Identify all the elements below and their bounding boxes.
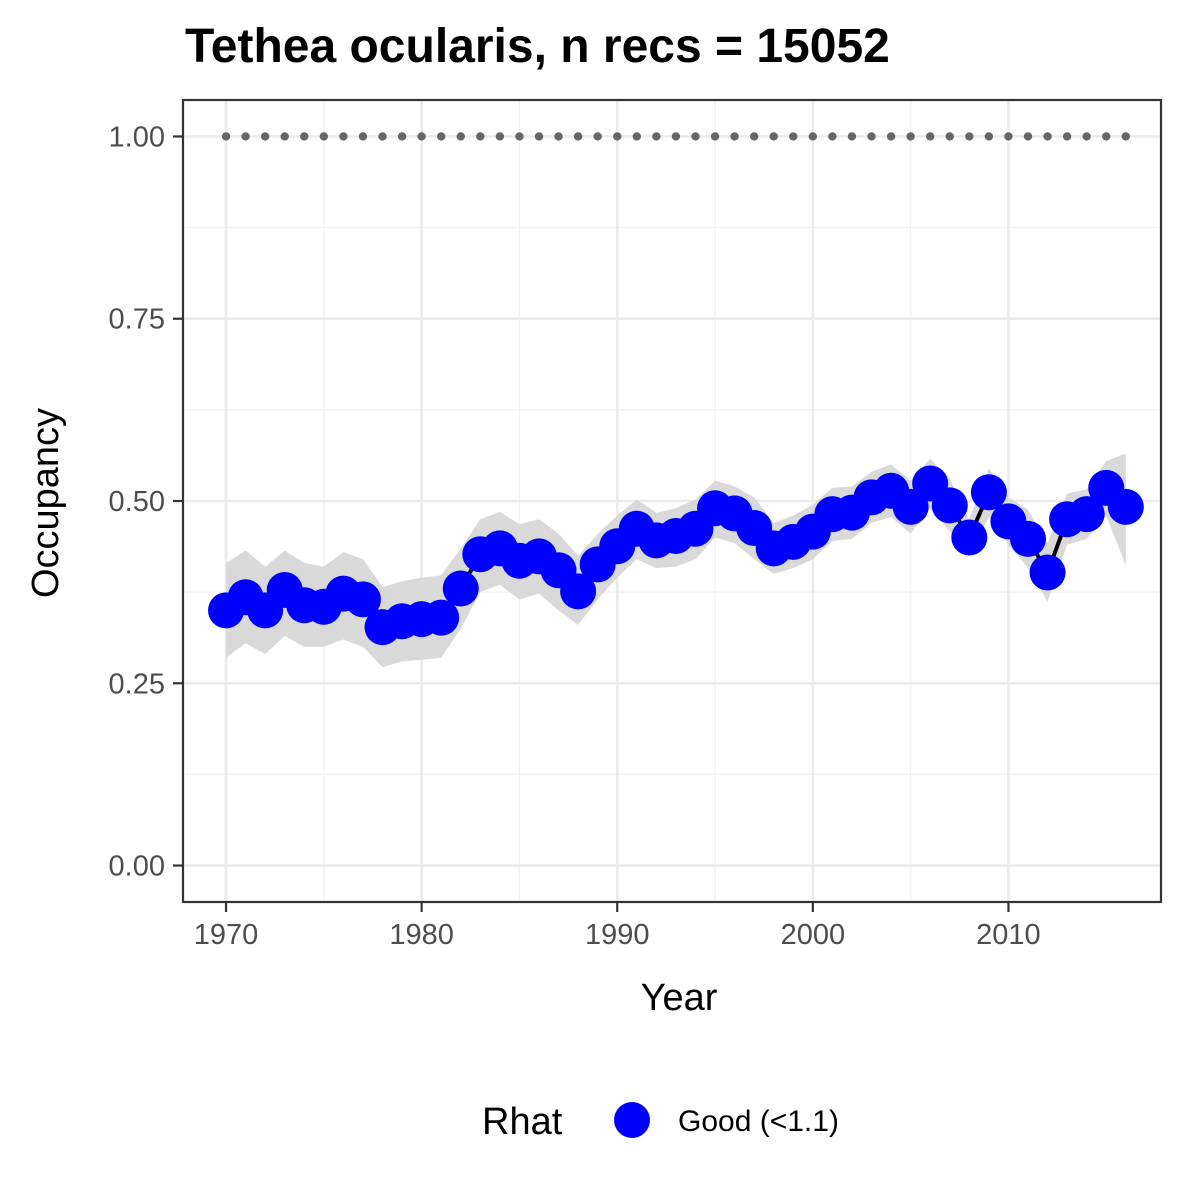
reference-dot <box>300 132 309 141</box>
reference-dot <box>749 132 759 141</box>
reference-dot <box>1062 132 1072 141</box>
reference-dot <box>1102 132 1111 141</box>
y-tick-label: 0.25 <box>109 668 165 700</box>
x-axis-title: Year <box>641 977 718 1019</box>
x-tick-label: 1970 <box>194 919 259 951</box>
reference-dot <box>847 132 857 141</box>
chart-title: Tethea ocularis, n recs = 15052 <box>185 20 890 73</box>
data-point <box>560 573 597 610</box>
y-tick-label: 0.75 <box>109 304 165 336</box>
reference-dot <box>397 132 407 141</box>
reference-dot <box>1121 132 1130 141</box>
reference-dot <box>808 132 818 141</box>
y-axis-title: Occupancy <box>25 408 67 598</box>
data-point <box>344 581 381 618</box>
reference-dot <box>632 132 641 141</box>
reference-dot <box>339 132 348 141</box>
reference-dot <box>554 132 563 141</box>
data-points-group <box>208 465 1144 646</box>
reference-dot <box>867 132 876 141</box>
y-tick-label: 0.00 <box>109 851 165 883</box>
reference-dot <box>671 132 681 141</box>
legend-title: Rhat <box>482 1101 563 1143</box>
reference-dot <box>769 132 778 141</box>
data-point <box>970 474 1007 511</box>
reference-dot <box>495 132 505 141</box>
reference-dot <box>378 132 387 141</box>
data-point <box>1107 488 1144 525</box>
reference-dot <box>652 132 661 141</box>
data-point <box>423 599 460 636</box>
reference-dot <box>241 132 250 141</box>
reference-dot <box>534 132 544 141</box>
reference-dot <box>965 132 974 141</box>
reference-dot <box>221 132 231 141</box>
reference-dot <box>593 132 602 141</box>
reference-dot <box>573 132 583 141</box>
reference-dot <box>1043 132 1052 141</box>
data-point <box>931 487 968 524</box>
reference-dot <box>417 132 426 141</box>
reference-dot <box>886 132 896 141</box>
data-point <box>442 570 479 607</box>
reference-dot <box>984 132 994 141</box>
reference-dot <box>436 132 446 141</box>
x-tick-label: 1980 <box>389 919 454 951</box>
legend-label: Good (<1.1) <box>678 1105 839 1138</box>
y-axis-ticks: 0.00 0.25 0.50 0.75 1.00 <box>109 121 183 883</box>
x-axis-ticks: 1970 1980 1990 2000 2010 <box>194 902 1041 951</box>
reference-dot <box>1004 132 1013 141</box>
x-tick-label: 2010 <box>976 919 1041 951</box>
reference-dot <box>1082 132 1091 141</box>
reference-dot <box>260 132 270 141</box>
reference-line-group <box>221 132 1130 141</box>
reference-dot <box>515 132 524 141</box>
reference-dot <box>1023 132 1033 141</box>
data-point <box>1068 496 1105 533</box>
legend-key-marker <box>614 1102 650 1138</box>
reference-dot <box>906 132 915 141</box>
data-point <box>951 519 988 556</box>
reference-dot <box>358 132 368 141</box>
reference-dot <box>319 132 329 141</box>
reference-dot <box>710 132 720 141</box>
data-point <box>1009 520 1046 557</box>
x-tick-label: 1990 <box>585 919 650 951</box>
reference-dot <box>945 132 954 141</box>
y-tick-label: 1.00 <box>109 121 165 153</box>
reference-dot <box>280 132 289 141</box>
reference-dot <box>691 132 700 141</box>
reference-dot <box>789 132 798 141</box>
reference-dot <box>925 132 935 141</box>
reference-dot <box>613 132 622 141</box>
x-tick-label: 2000 <box>781 919 846 951</box>
reference-dot <box>456 132 465 141</box>
data-point <box>1029 554 1066 591</box>
reference-dot <box>828 132 837 141</box>
legend: Rhat Good (<1.1) <box>482 1101 839 1143</box>
y-tick-label: 0.50 <box>109 486 165 518</box>
reference-dot <box>476 132 485 141</box>
reference-dot <box>730 132 739 141</box>
